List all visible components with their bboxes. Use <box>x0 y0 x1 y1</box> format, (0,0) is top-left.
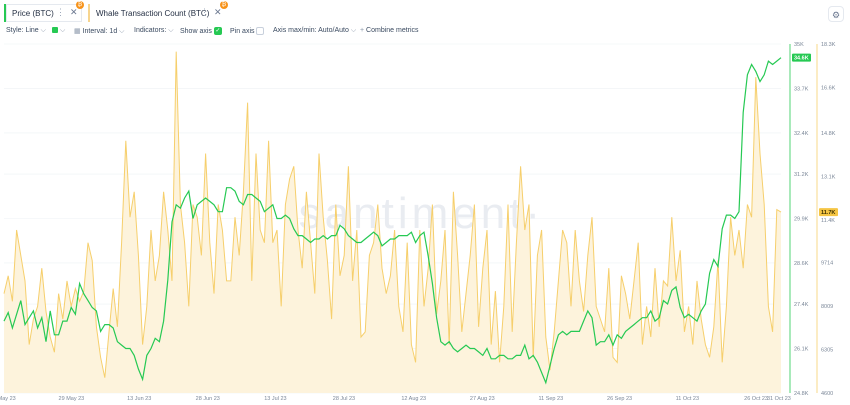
tab-price-label: Price (BTC) <box>12 8 54 18</box>
left-axis: 35K 33.7K 32.4K 31.2K 29.9K 28.6K 27.4K 26.1K 24… <box>789 42 809 397</box>
x-tick-label: 13 Jun 23 <box>127 396 151 402</box>
chevron-down-icon: ⌵ <box>119 28 125 35</box>
x-tick-label: 26 Oct 23 <box>744 396 768 402</box>
indicators-selector[interactable]: Indicators: ⌵ <box>134 27 174 35</box>
tab-whale-label: Whale Transaction Count (BTC) <box>96 8 210 18</box>
show-axis-label: Show axis <box>180 27 212 35</box>
x-tick-label: 13 Jul 23 <box>264 396 286 402</box>
whale-last-value: 11.7K <box>821 210 835 216</box>
chevron-down-icon: ⌵ <box>59 27 66 34</box>
plus-icon: + <box>360 27 365 34</box>
right-tick-label: 11.4K <box>821 218 835 224</box>
left-tick-label: 31.2K <box>794 172 809 178</box>
close-icon[interactable]: ✕ <box>214 7 222 17</box>
checkbox-empty-icon <box>256 27 265 35</box>
metric-tabs: Price (BTC) ⋮ ✕ ₿ Whale Transaction Coun… <box>4 1 228 22</box>
price-last-value-tag <box>792 53 811 62</box>
x-tick-label: 14 May 23 <box>0 396 16 402</box>
color-selector[interactable]: ⌵ <box>52 27 65 35</box>
more-vertical-icon[interactable]: ⋮ <box>200 7 209 17</box>
tab-whale-transaction-count[interactable]: Whale Transaction Count (BTC) ⋮ ✕ ₿ <box>88 1 228 22</box>
left-tick-label: 28.6K <box>794 261 809 267</box>
right-tick-label: 18.3K <box>821 42 836 48</box>
left-tick-label: 26.1K <box>794 347 809 353</box>
more-vertical-icon[interactable]: ⋮ <box>56 7 65 17</box>
whale-area <box>4 51 781 393</box>
left-tick-label: 35K <box>794 42 804 48</box>
left-tick-label: 29.9K <box>794 217 809 223</box>
interval-label: Interval: 1d <box>82 28 118 35</box>
x-tick-label: 12 Aug 23 <box>401 396 426 402</box>
checkbox-checked-icon: ✓ <box>213 27 222 35</box>
left-tick-label: 32.4K <box>794 131 809 137</box>
axis-range-selector[interactable]: Axis max/min: Auto/Auto ⌵ <box>273 27 356 35</box>
right-tick-label: 9714 <box>821 261 833 267</box>
interval-selector[interactable]: ▦ Interval: 1d ⌵ <box>74 27 124 36</box>
chevron-down-icon: ⌵ <box>350 27 357 34</box>
close-icon[interactable]: ✕ <box>70 7 78 17</box>
price-line <box>3 57 782 385</box>
x-tick-label: 29 May 23 <box>59 396 85 402</box>
right-tick-label: 6305 <box>821 348 833 354</box>
x-tick-label: 28 Jun 23 <box>196 396 220 402</box>
right-axis: 18.3K 16.6K 14.8K 13.1K 11.4K 9714 8009 6305 460… <box>816 42 836 397</box>
right-tick-label: 8009 <box>821 304 833 310</box>
right-tick-label: 4600 <box>821 391 833 397</box>
x-tick-label: 26 Sep 23 <box>607 396 632 402</box>
calendar-icon: ▦ <box>74 28 81 35</box>
price-last-value: 34.6K <box>794 56 809 62</box>
tab-price-btc[interactable]: Price (BTC) ⋮ ✕ ₿ <box>4 1 84 22</box>
axis-range-label: Axis max/min: Auto/Auto <box>273 27 349 34</box>
x-axis: 14 May 23 29 May 23 13 Jun 23 28 Jun 23 13 J… <box>0 396 791 402</box>
style-label: Style: Line <box>6 27 39 34</box>
left-tick-label: 24.8K <box>794 391 809 397</box>
x-tick-label: 31 Oct 23 <box>767 396 791 402</box>
left-tick-label: 33.7K <box>794 86 809 92</box>
bitcoin-badge-icon: ₿ <box>220 1 228 9</box>
bitcoin-badge-icon: ₿ <box>76 1 84 9</box>
whale-line <box>3 51 782 378</box>
right-tick-label: 16.6K <box>821 85 836 91</box>
whale-last-value-tag <box>819 208 838 217</box>
style-selector[interactable]: Style: Line ⌵ <box>6 27 46 35</box>
last-value-labels: 34.6K 11.7K <box>792 53 838 217</box>
chevron-down-icon: ⌵ <box>168 27 174 34</box>
x-tick-label: 28 Jul 23 <box>333 396 355 402</box>
combine-metrics-button[interactable]: + Combine metrics <box>360 27 419 34</box>
show-axis-toggle[interactable]: Show axis ✓ <box>180 27 222 35</box>
indicators-label: Indicators: <box>134 27 167 34</box>
chevron-down-icon: ⌵ <box>40 27 46 34</box>
right-tick-label: 13.1K <box>821 174 836 180</box>
left-tick-label: 27.4K <box>794 302 809 308</box>
x-tick-label: 11 Sep 23 <box>538 396 563 402</box>
gear-icon[interactable]: ⚙ <box>828 6 844 22</box>
x-tick-label: 11 Oct 23 <box>676 396 699 402</box>
right-tick-label: 14.8K <box>821 131 836 137</box>
pin-axis-toggle[interactable]: Pin axis <box>230 27 265 35</box>
combine-metrics-label: Combine metrics <box>366 27 419 34</box>
x-tick-label: 27 Aug 23 <box>470 396 495 402</box>
pin-axis-label: Pin axis <box>230 27 255 35</box>
color-swatch-icon <box>52 27 58 34</box>
